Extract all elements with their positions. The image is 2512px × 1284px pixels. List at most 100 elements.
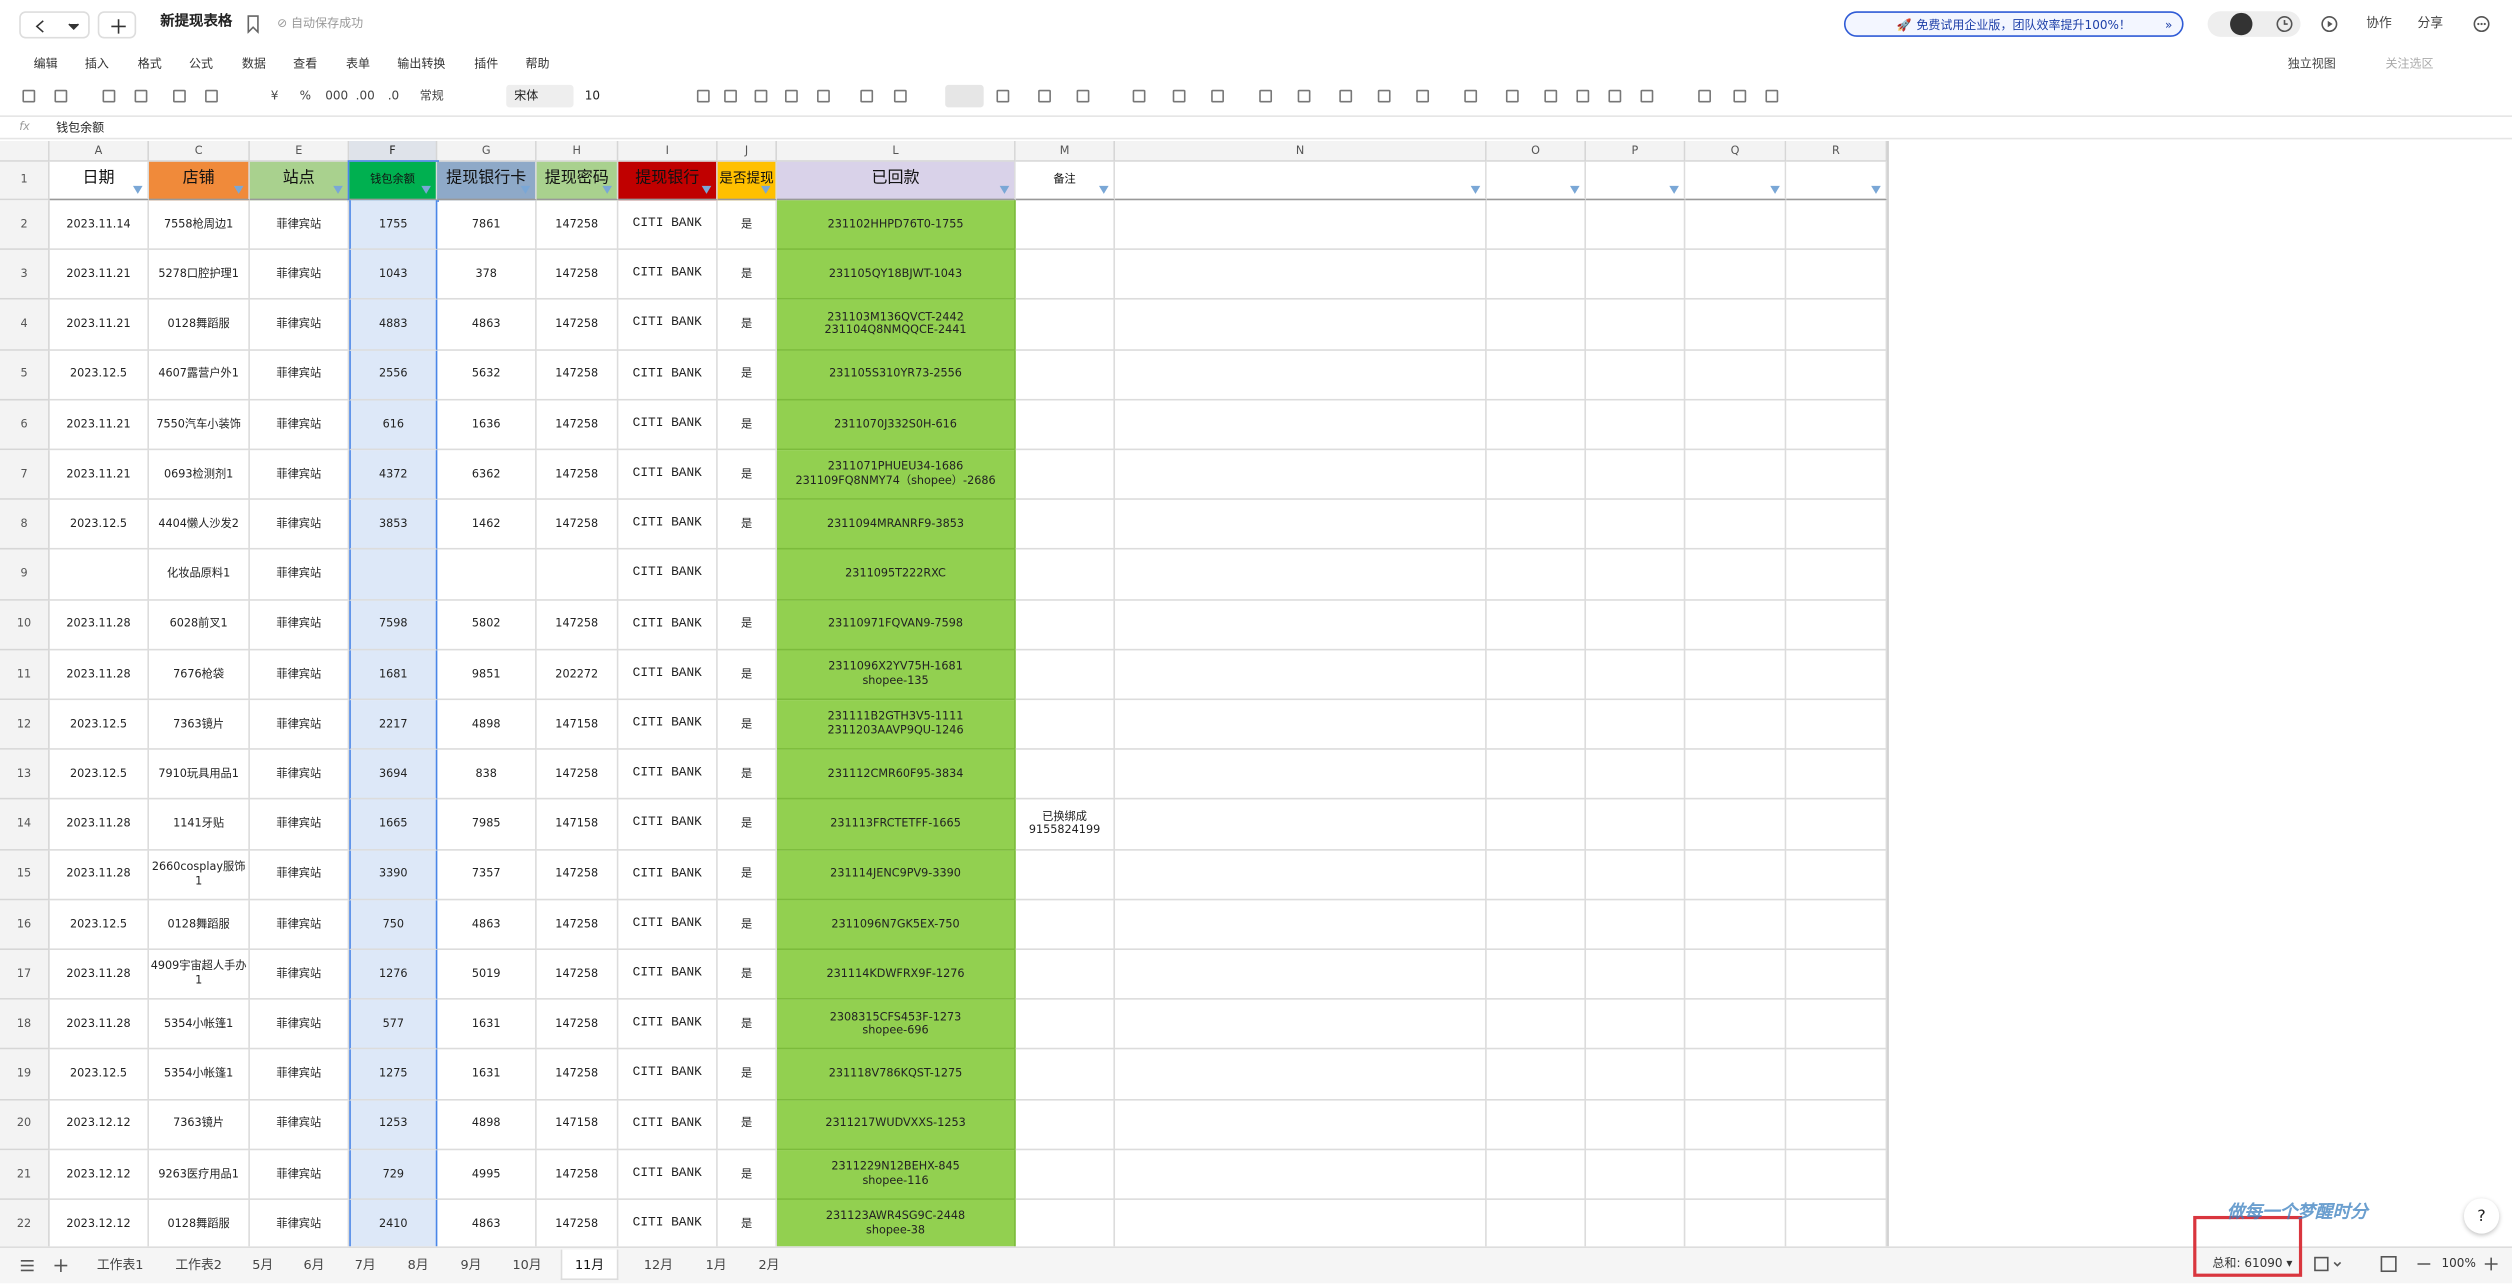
data-cell[interactable]: 4863	[437, 300, 537, 351]
data-cell[interactable]	[1115, 300, 1487, 351]
sum-display[interactable]: 总和: 61090 ▾	[2212, 1255, 2293, 1271]
toolbar-icon[interactable]	[1608, 89, 1622, 103]
filter-icon[interactable]	[1669, 185, 1679, 194]
data-cell[interactable]: 是	[717, 1149, 777, 1200]
data-cell[interactable]	[1786, 850, 1888, 900]
data-cell[interactable]: 菲律宾站	[250, 1199, 350, 1247]
data-cell[interactable]: 6028前叉1	[148, 600, 250, 651]
data-cell[interactable]	[1486, 300, 1587, 351]
data-cell[interactable]: 1681	[349, 650, 438, 701]
data-cell[interactable]	[1015, 850, 1116, 900]
menu-item[interactable]: 编辑	[33, 56, 58, 71]
data-cell[interactable]: 7550汽车小装饰	[148, 400, 250, 451]
sheet-tab[interactable]: 12月	[643, 1256, 674, 1272]
data-cell[interactable]	[1115, 700, 1487, 751]
data-cell[interactable]: 2556	[349, 350, 438, 401]
row-header[interactable]: 8	[0, 500, 50, 551]
data-cell[interactable]	[1786, 300, 1888, 351]
sheet-tab[interactable]: 5月	[252, 1256, 274, 1272]
data-cell[interactable]: 菲律宾站	[249, 750, 350, 801]
data-cell[interactable]	[1786, 1049, 1888, 1100]
filter-icon[interactable]	[233, 185, 244, 194]
data-cell[interactable]: 7357	[437, 850, 537, 900]
data-cell[interactable]: 菲律宾站	[249, 1149, 350, 1200]
data-cell[interactable]: 231105QY18BJWT-1043	[776, 250, 1016, 301]
data-cell[interactable]: 2023.12.5	[49, 750, 149, 801]
data-cell[interactable]: 6362	[437, 450, 537, 501]
data-cell[interactable]: 是	[717, 750, 777, 801]
data-cell[interactable]	[1586, 700, 1686, 751]
data-cell[interactable]: 147258	[536, 999, 619, 1050]
data-cell[interactable]: 147258	[536, 850, 619, 900]
data-cell[interactable]: 菲律宾站	[249, 900, 350, 950]
row-header[interactable]: 3	[0, 250, 50, 301]
data-cell[interactable]: 菲律宾站	[249, 1099, 350, 1150]
data-cell[interactable]: 2023.11.21	[49, 450, 149, 501]
data-cell[interactable]	[1015, 1149, 1116, 1200]
data-cell[interactable]	[1685, 999, 1787, 1050]
data-cell[interactable]: CITI BANK	[618, 1199, 718, 1247]
row-header[interactable]: 14	[0, 800, 50, 851]
column-header[interactable]: A	[49, 140, 149, 162]
nav-buttons[interactable]	[19, 11, 90, 39]
data-cell[interactable]	[1685, 1099, 1787, 1150]
data-cell[interactable]	[1586, 800, 1686, 851]
data-cell[interactable]: 2023.11.28	[49, 999, 149, 1050]
data-cell[interactable]	[1015, 700, 1116, 751]
sheet-tab[interactable]: 2月	[758, 1256, 780, 1272]
toolbar-icon[interactable]	[1505, 89, 1519, 103]
data-cell[interactable]	[1015, 350, 1116, 401]
data-cell[interactable]: CITI BANK	[618, 350, 718, 401]
history-icon[interactable]	[2275, 14, 2294, 33]
data-cell[interactable]: 是	[717, 700, 777, 751]
toolbar-icon[interactable]	[1416, 89, 1430, 103]
data-cell[interactable]	[1486, 1099, 1587, 1150]
data-cell[interactable]: 23110971FQVAN9-7598	[776, 600, 1016, 651]
toolbar-icon[interactable]	[102, 89, 116, 103]
toolbar-icon[interactable]	[1259, 89, 1273, 103]
data-cell[interactable]: 2311094MRANRF9-3853	[776, 500, 1016, 551]
data-cell[interactable]: 3694	[349, 750, 438, 801]
data-cell[interactable]: 147258	[536, 250, 619, 301]
toolbar-text[interactable]: 常规	[419, 88, 444, 103]
row-header[interactable]: 16	[0, 900, 50, 950]
data-cell[interactable]	[1685, 200, 1787, 251]
menu-item[interactable]: 插入	[84, 56, 109, 71]
menu-item[interactable]: 格式	[137, 56, 162, 71]
data-cell[interactable]	[1685, 300, 1787, 351]
row-header[interactable]: 17	[0, 950, 50, 1000]
sheet-tab[interactable]: 工作表2	[175, 1256, 222, 1272]
data-cell[interactable]: 4909宇宙超人手办1	[148, 950, 250, 1000]
toolbar-icon[interactable]	[1172, 89, 1186, 103]
header-cell[interactable]: 店铺	[148, 161, 250, 201]
data-cell[interactable]	[536, 550, 619, 601]
data-cell[interactable]: 231111B2GTH3V5-1111 2311203AAVP9QU-1246	[776, 700, 1016, 751]
toolbar-icon[interactable]	[1339, 89, 1353, 103]
promo-banner[interactable]: 🚀 免费试用企业版，团队效率提升100%！ »	[1843, 11, 2184, 37]
toolbar-icon[interactable]	[893, 89, 907, 103]
data-cell[interactable]: 1755	[349, 200, 438, 251]
column-header[interactable]: C	[148, 140, 250, 162]
data-cell[interactable]	[1685, 650, 1787, 701]
toolbar-icon[interactable]	[22, 89, 36, 103]
data-cell[interactable]: CITI BANK	[618, 200, 718, 251]
data-cell[interactable]	[1786, 600, 1888, 651]
data-cell[interactable]	[717, 550, 777, 601]
header-cell[interactable]: 提现银行	[618, 161, 718, 201]
data-cell[interactable]	[1486, 600, 1587, 651]
filter-icon[interactable]	[1098, 185, 1109, 194]
menu-item[interactable]: 数据	[241, 56, 266, 71]
data-cell[interactable]	[1486, 999, 1587, 1050]
data-cell[interactable]: 4404懒人沙发2	[148, 500, 250, 551]
menu-item[interactable]: 表单	[346, 56, 371, 71]
data-cell[interactable]	[349, 550, 438, 601]
data-cell[interactable]	[1015, 400, 1116, 451]
data-cell[interactable]: 729	[349, 1149, 438, 1200]
data-cell[interactable]	[1486, 900, 1587, 950]
data-cell[interactable]: 7676枪袋	[148, 650, 250, 701]
data-cell[interactable]: 是	[717, 400, 777, 451]
data-cell[interactable]: 147258	[536, 1149, 619, 1200]
data-cell[interactable]: 菲律宾站	[249, 550, 350, 601]
data-cell[interactable]	[1015, 750, 1116, 801]
data-cell[interactable]: 1141牙贴	[148, 800, 250, 851]
